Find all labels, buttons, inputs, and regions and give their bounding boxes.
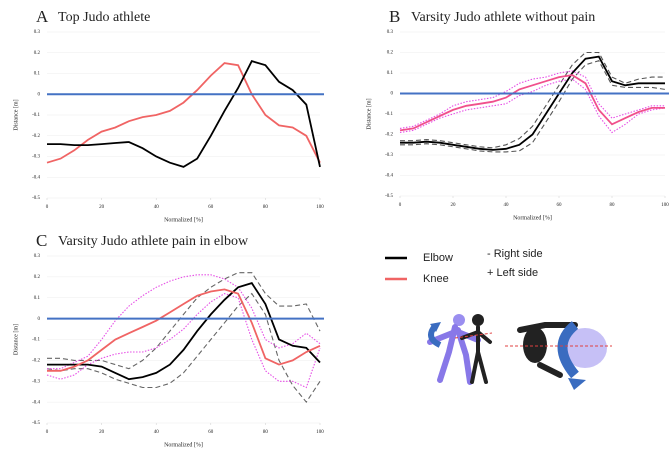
x-tick-label: 80 <box>610 203 616 208</box>
y-tick-label: 0 <box>38 92 41 97</box>
panel-letter: A <box>36 7 49 26</box>
x-tick-label: 80 <box>263 205 269 210</box>
series-line <box>47 282 321 381</box>
x-tick-label: 0 <box>46 430 49 435</box>
x-tick-label: 60 <box>208 430 214 435</box>
x-tick-label: 100 <box>661 203 669 208</box>
series-line <box>400 51 665 149</box>
left-figures <box>427 314 493 385</box>
y-tick-label: -0.5 <box>32 196 40 201</box>
x-axis-label: Normalized [%] <box>513 215 552 221</box>
x-tick-label: 40 <box>504 203 510 208</box>
x-tick-label: 0 <box>399 203 402 208</box>
y-tick-label: 0.3 <box>387 30 394 35</box>
y-axis-label: Distance [m] <box>366 98 372 129</box>
y-tick-label: -0.5 <box>32 421 40 426</box>
x-tick-label: 20 <box>99 430 105 435</box>
x-tick-label: 60 <box>557 203 563 208</box>
panel: A Top Judo athlete Distance [m] Normalized … <box>13 7 324 223</box>
x-tick-label: 40 <box>154 430 160 435</box>
y-tick-label: -0.2 <box>385 133 393 138</box>
x-tick-label: 20 <box>99 205 105 210</box>
panel-title: Top Judo athlete <box>58 10 150 25</box>
x-tick-label: 0 <box>46 205 49 210</box>
series-line <box>399 70 665 129</box>
y-tick-label: -0.2 <box>32 134 40 139</box>
panel-letter: B <box>389 7 400 26</box>
legend-label: Elbow <box>423 252 453 264</box>
y-tick-label: 0.1 <box>387 71 394 76</box>
y-tick-label: -0.4 <box>32 400 40 405</box>
legend-note: - Right side <box>487 248 543 260</box>
y-tick-label: 0.3 <box>34 254 41 259</box>
series-line <box>46 293 321 389</box>
y-tick-label: 0.2 <box>34 51 41 56</box>
y-tick-label: 0.3 <box>34 30 41 35</box>
legend: Elbow Knee - Right side + Left side <box>385 248 543 285</box>
series-line <box>46 62 321 164</box>
series-line <box>47 60 321 168</box>
y-tick-label: -0.1 <box>32 113 40 118</box>
series-line <box>400 60 666 153</box>
x-tick-label: 100 <box>316 205 324 210</box>
right-figures <box>505 321 612 390</box>
illustration <box>427 314 612 390</box>
y-tick-label: -0.4 <box>32 175 40 180</box>
y-tick-label: 0 <box>391 92 394 97</box>
y-tick-label: -0.5 <box>385 194 393 199</box>
y-tick-label: -0.4 <box>385 174 393 179</box>
series-line <box>47 274 321 370</box>
series-line <box>47 272 321 370</box>
y-axis-label: Distance [m] <box>13 324 19 355</box>
y-tick-label: -0.2 <box>32 359 40 364</box>
legend-label: Knee <box>423 273 449 285</box>
legend-note: + Left side <box>487 267 538 279</box>
panel: C Varsity Judo athlete pain in elbow Dista… <box>13 231 324 448</box>
y-tick-label: -0.3 <box>32 155 40 160</box>
y-tick-label: -0.3 <box>385 153 393 158</box>
x-tick-label: 20 <box>451 203 457 208</box>
panel: B Varsity Judo athlete without pain Distan… <box>366 7 669 221</box>
y-tick-label: 0.1 <box>34 72 41 77</box>
y-tick-label: 0.2 <box>387 51 394 56</box>
x-tick-label: 80 <box>263 430 269 435</box>
y-axis-label: Distance [m] <box>13 99 19 130</box>
series-line <box>399 78 666 134</box>
panel-letter: C <box>36 231 47 250</box>
series-line <box>400 55 665 151</box>
x-axis-label: Normalized [%] <box>164 217 203 223</box>
y-tick-label: -0.1 <box>385 112 393 117</box>
y-tick-label: 0.2 <box>34 275 41 280</box>
x-axis-label: Normalized [%] <box>164 442 203 448</box>
series-line <box>399 74 665 132</box>
x-tick-label: 100 <box>316 430 324 435</box>
y-tick-label: 0.1 <box>34 296 41 301</box>
y-tick-label: -0.3 <box>32 379 40 384</box>
y-tick-label: -0.1 <box>32 338 40 343</box>
series-line <box>47 288 321 372</box>
panel-title: Varsity Judo athlete pain in elbow <box>58 234 249 249</box>
x-tick-label: 40 <box>154 205 160 210</box>
x-tick-label: 60 <box>208 205 214 210</box>
y-tick-label: 0 <box>38 317 41 322</box>
panel-title: Varsity Judo athlete without pain <box>411 10 595 25</box>
